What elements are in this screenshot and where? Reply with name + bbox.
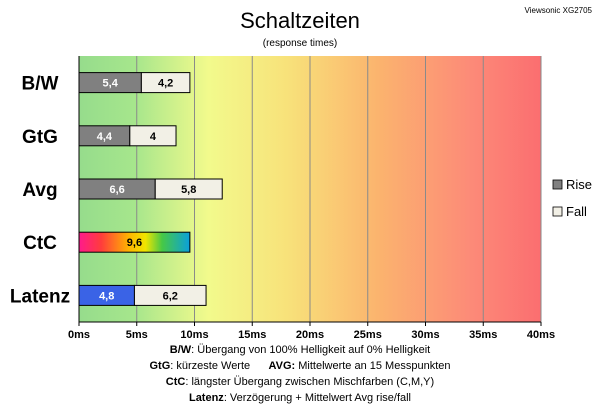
category-label-b-w: B/W [22, 74, 59, 95]
legend-label-fall: Fall [566, 204, 587, 219]
bar-label-rise-gtg: 4,4 [97, 131, 113, 143]
bar-fall-gtg [129, 125, 177, 147]
chart-title: Schaltzeiten [240, 8, 360, 33]
legend-swatch-rise [552, 179, 563, 190]
x-tick-label: 0ms [68, 329, 90, 341]
category-label-ctc: CtC [23, 233, 57, 254]
chart-notes: B/W: Übergang von 100% Helligkeit auf 0%… [0, 342, 600, 406]
category-label-gtg: GtG [22, 127, 58, 148]
bar-label-rise-latenz: 4,8 [99, 290, 114, 302]
x-tick-label: 25ms [354, 329, 382, 341]
x-tick-label: 30ms [411, 329, 439, 341]
x-tick-label: 5ms [126, 329, 148, 341]
bar-label-rise-b-w: 5,4 [103, 78, 119, 90]
x-tick-label: 20ms [296, 329, 324, 341]
x-tick-label: 40ms [527, 329, 555, 341]
bar-fall-avg [154, 178, 223, 200]
chart-subtitle: (response times) [263, 38, 337, 49]
x-tick-labels: 0ms 5ms 10ms 15ms 20ms 25ms 30ms 35ms 40ms [68, 329, 555, 341]
x-tick-label: 35ms [469, 329, 497, 341]
x-tick-label: 15ms [238, 329, 266, 341]
legend: Rise Fall [552, 177, 592, 219]
bar-label-rise-ctc: 9,6 [127, 237, 142, 249]
bar-label-rise-avg: 6,6 [109, 184, 124, 196]
bars: 5,4 4,2 4,4 4 6,6 5,8 9,6 4,8 6,2 [78, 72, 223, 306]
bar-label-fall-latenz: 6,2 [163, 290, 178, 302]
legend-label-rise: Rise [566, 177, 592, 192]
bar-label-fall-avg: 5,8 [181, 184, 196, 196]
bar-label-fall-b-w: 4,2 [158, 78, 173, 90]
bar-fall-b-w [140, 72, 191, 94]
category-label-avg: Avg [22, 180, 57, 201]
bar-label-fall-gtg: 4 [150, 131, 157, 143]
x-tick-label: 10ms [180, 329, 208, 341]
bar-fall-latenz [133, 284, 207, 306]
category-labels: B/W GtG Avg CtC Latenz [10, 74, 70, 308]
note-gtg-avg: GtG: kürzeste Werte AVG: Mittelwerte an … [149, 360, 451, 372]
note-bw: B/W: Übergang von 100% Helligkeit auf 0%… [169, 344, 431, 356]
bar-rise-ctc [78, 231, 191, 253]
legend-swatch-fall [552, 206, 563, 217]
category-label-latenz: Latenz [10, 286, 70, 307]
note-latenz: Latenz: Verzögerung + Mittelwert Avg ris… [188, 392, 412, 404]
note-ctc: CtC: längster Übergang zwischen Mischfar… [165, 376, 435, 388]
brand-label: Viewsonic XG2705 [525, 6, 593, 15]
